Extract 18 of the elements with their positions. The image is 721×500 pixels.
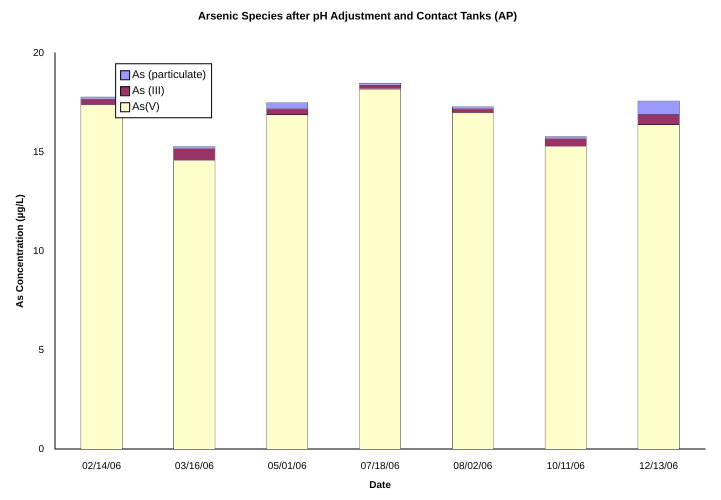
x-axis-title: Date xyxy=(369,480,392,491)
x-tick-label: 03/16/06 xyxy=(174,460,214,472)
legend-label: As (particulate) xyxy=(132,69,206,82)
x-tick-label: 08/02/06 xyxy=(453,460,493,472)
y-tick-label: 20 xyxy=(33,48,45,59)
x-tick-label: 07/18/06 xyxy=(360,460,400,472)
y-tick-label: 0 xyxy=(38,444,45,455)
x-tick-label: 05/01/06 xyxy=(268,460,308,472)
legend-label: As(V) xyxy=(132,101,160,114)
y-tick-label: 15 xyxy=(33,146,45,158)
y-tick-label: 10 xyxy=(33,246,45,257)
chart-title: Arsenic Species after pH Adjustment and Contact Tanks (AP) xyxy=(198,10,518,23)
x-tick-label: 10/11/06 xyxy=(546,460,586,472)
x-tick-label: 12/13/06 xyxy=(639,460,678,472)
y-axis-title: As Concentration (µg/L) xyxy=(14,194,26,308)
legend-label: As (III) xyxy=(132,85,165,98)
y-tick-label: 5 xyxy=(38,344,45,356)
x-tick-label: 02/14/06 xyxy=(82,460,122,472)
